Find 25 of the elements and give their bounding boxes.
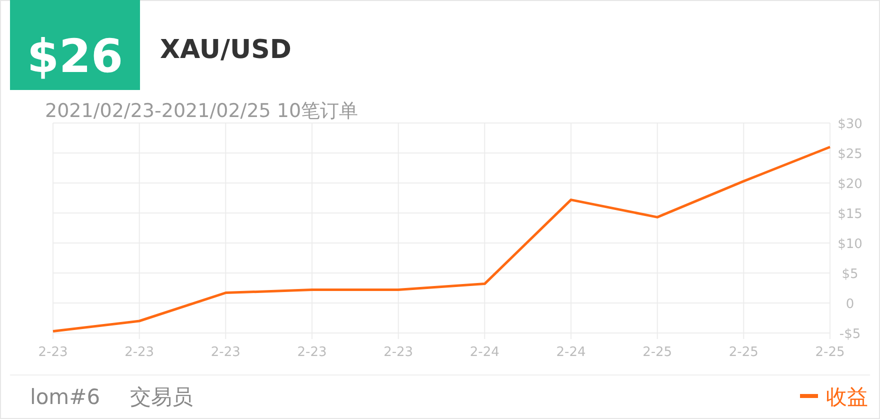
text: lom#6 [30, 385, 100, 409]
legend-label: 收益 [826, 385, 868, 409]
x-tick-label: 2-23 [124, 345, 154, 360]
y-tick-label: $15 [838, 207, 862, 222]
x-tick-label: 2-25 [642, 345, 672, 360]
x-tick-label: 2-24 [556, 345, 586, 360]
y-tick-label: $30 [838, 117, 862, 132]
x-tick-label: 2-25 [815, 345, 845, 360]
x-tick-label: 2-23 [297, 345, 327, 360]
y-tick-label: -$5 [839, 327, 861, 342]
x-tick-label: 2-24 [470, 345, 500, 360]
text: $26 [26, 29, 124, 83]
y-tick-label: 0 [846, 297, 854, 312]
y-tick-label: $10 [838, 237, 862, 252]
chart-subtitle: 2021/02/23-2021/02/25 10笔订单 [45, 100, 358, 122]
chart-title: XAU/USD [160, 35, 292, 65]
text: 交易员 [130, 385, 193, 409]
y-tick-label: $5 [842, 267, 858, 282]
x-tick-label: 2-23 [38, 345, 68, 360]
x-tick-label: 2-23 [384, 345, 414, 360]
y-tick-label: $20 [838, 177, 862, 192]
y-tick-label: $25 [838, 147, 862, 162]
line-series [52, 146, 832, 332]
x-tick-label: 2-25 [728, 345, 758, 360]
x-tick-label: 2-23 [210, 345, 240, 360]
